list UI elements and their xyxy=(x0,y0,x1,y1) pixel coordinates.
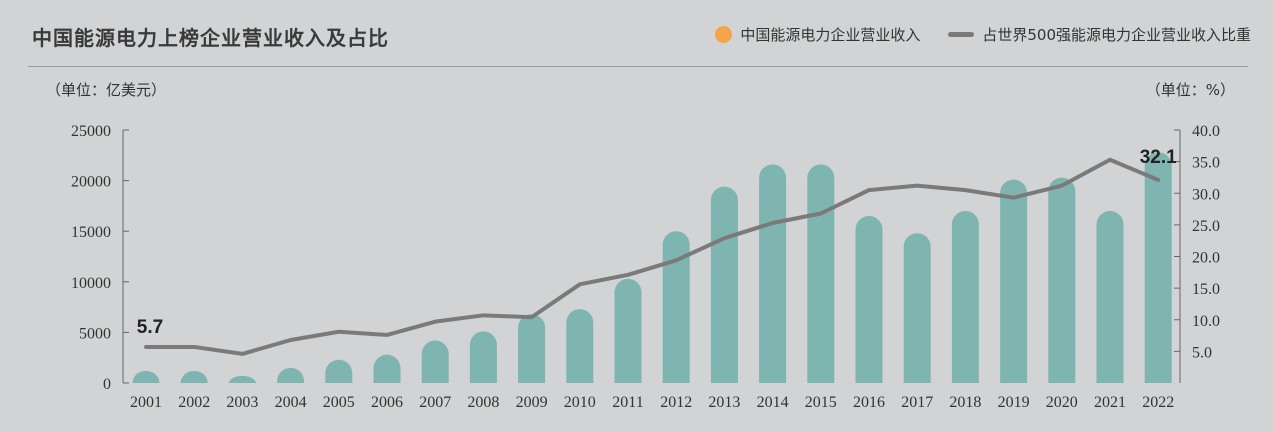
x-tick-label: 2008 xyxy=(467,394,499,411)
legend-bar-label: 中国能源电力企业营业收入 xyxy=(740,26,921,44)
revenue-bar xyxy=(421,340,449,383)
x-tick-label: 2004 xyxy=(275,394,307,411)
x-tick-label: 2020 xyxy=(1046,394,1078,411)
revenue-bar xyxy=(1144,152,1172,383)
x-tick-label: 2022 xyxy=(1142,394,1174,411)
x-tick-label: 2019 xyxy=(998,394,1030,411)
right-tick-label: 35.0 xyxy=(1192,155,1220,172)
right-tick-label: 5.0 xyxy=(1192,344,1212,361)
revenue-bar xyxy=(903,233,931,383)
revenue-bar xyxy=(325,359,353,383)
share-line xyxy=(144,157,1161,356)
revenue-bar xyxy=(277,367,305,383)
revenue-bar xyxy=(951,210,979,383)
legend-line-label: 占世界500强能源电力企业营业收入比重 xyxy=(982,26,1251,44)
legend-line-swatch xyxy=(948,32,975,37)
revenue-bar xyxy=(662,231,690,383)
header-divider xyxy=(28,66,1248,67)
x-tick-label: 2014 xyxy=(757,394,789,411)
revenue-bar xyxy=(180,370,208,383)
value-annotation: 32.1 xyxy=(1140,147,1177,168)
left-tick-label: 25000 xyxy=(71,123,111,140)
left-axis-unit: （单位：亿美元） xyxy=(46,81,167,99)
x-tick-label: 2006 xyxy=(371,394,403,411)
revenue-bar xyxy=(469,331,497,383)
right-tick-label: 30.0 xyxy=(1192,186,1220,203)
x-tick-label: 2011 xyxy=(612,394,643,411)
right-tick-label: 10.0 xyxy=(1192,313,1220,330)
revenue-bar xyxy=(759,164,787,383)
revenue-bar xyxy=(614,278,642,383)
x-tick-label: 2001 xyxy=(130,394,162,411)
right-tick-label: 25.0 xyxy=(1192,218,1220,235)
revenue-bar xyxy=(132,370,160,383)
x-tick-label: 2013 xyxy=(708,394,740,411)
revenue-bar xyxy=(1048,177,1076,383)
revenue-bar xyxy=(855,216,883,383)
revenue-bar xyxy=(1096,210,1124,383)
right-tick-label: 20.0 xyxy=(1192,250,1220,267)
x-tick-label: 2017 xyxy=(901,394,933,411)
legend-bar-swatch xyxy=(715,26,733,43)
left-tick-label: 15000 xyxy=(71,224,111,241)
x-tick-label: 2005 xyxy=(323,394,355,411)
revenue-bar xyxy=(710,186,738,383)
revenue-bar xyxy=(518,314,546,383)
value-annotation: 5.7 xyxy=(137,317,163,338)
x-tick-label: 2015 xyxy=(805,394,837,411)
revenue-bar xyxy=(1000,179,1028,383)
x-tick-label: 2002 xyxy=(178,394,210,411)
chart-title: 中国能源电力上榜企业营业收入及占比 xyxy=(32,26,389,50)
left-tick-label: 10000 xyxy=(71,275,111,292)
left-tick-label: 20000 xyxy=(71,174,111,191)
x-tick-label: 2016 xyxy=(853,394,885,411)
x-tick-label: 2021 xyxy=(1094,394,1126,411)
x-tick-label: 2012 xyxy=(660,394,692,411)
left-tick-label: 5000 xyxy=(79,325,111,342)
right-tick-label: 15.0 xyxy=(1192,281,1220,298)
x-tick-label: 2018 xyxy=(949,394,981,411)
x-tick-label: 2009 xyxy=(516,394,548,411)
legend: 中国能源电力企业营业收入 占世界500强能源电力企业营业收入比重 xyxy=(715,24,1251,45)
revenue-bar xyxy=(228,375,256,383)
revenue-bar xyxy=(566,309,594,383)
revenue-bar xyxy=(807,164,835,383)
right-axis-unit: （单位：%） xyxy=(1145,81,1235,99)
revenue-bar xyxy=(373,354,401,383)
right-tick-label: 40.0 xyxy=(1192,123,1220,140)
left-tick-label: 0 xyxy=(103,376,111,393)
x-tick-label: 2007 xyxy=(419,394,451,411)
x-tick-label: 2010 xyxy=(564,394,596,411)
x-tick-label: 2003 xyxy=(226,394,258,411)
